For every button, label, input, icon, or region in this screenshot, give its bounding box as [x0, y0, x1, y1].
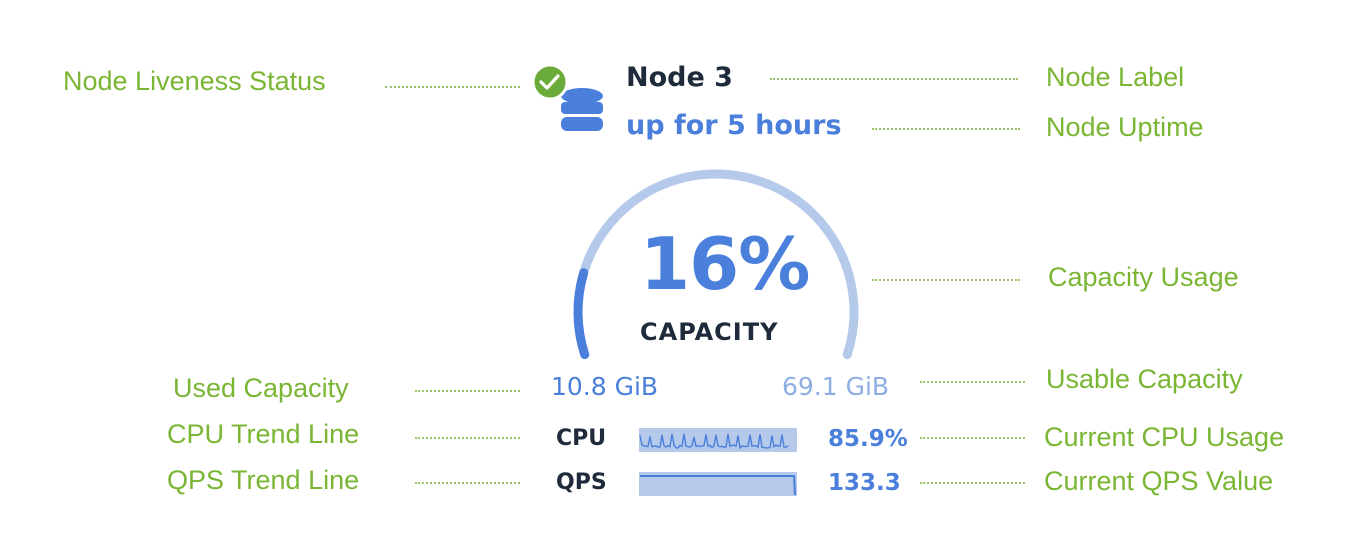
capacity-label: CAPACITY — [640, 318, 779, 346]
leader-line — [770, 78, 1018, 80]
qps-value: 133.3 — [828, 470, 901, 496]
annotation-liveness: Node Liveness Status — [63, 66, 326, 96]
leader-line — [920, 482, 1025, 484]
cpu-trend-line — [639, 433, 789, 450]
cpu-label: CPU — [556, 426, 607, 451]
annotation-qps-trend: QPS Trend Line — [167, 465, 360, 495]
check-circle-icon — [531, 63, 569, 101]
annotation-cpu-trend: CPU Trend Line — [167, 419, 360, 449]
qps-label: QPS — [556, 470, 607, 495]
annotation-node-label: Node Label — [1046, 62, 1185, 92]
qps-sparkline — [639, 472, 797, 496]
database-icon — [561, 88, 603, 131]
capacity-gauge — [573, 169, 859, 360]
node-uptime: up for 5 hours — [626, 110, 842, 141]
leader-line — [920, 437, 1025, 439]
leader-line — [385, 86, 520, 88]
annotation-capacity-usage: Capacity Usage — [1048, 262, 1239, 292]
node-label: Node 3 — [626, 62, 733, 93]
capacity-percent: 16% — [640, 222, 810, 306]
leader-line — [872, 128, 1020, 130]
annotation-cpu-current: Current CPU Usage — [1044, 422, 1285, 452]
leader-line — [415, 390, 520, 392]
usable-capacity: 69.1 GiB — [782, 372, 890, 401]
leader-line — [415, 482, 520, 484]
leader-line — [872, 279, 1020, 281]
used-capacity: 10.8 GiB — [551, 372, 659, 401]
node-icon-group — [531, 63, 603, 131]
annotation-used-capacity: Used Capacity — [173, 373, 349, 403]
cpu-sparkline — [639, 428, 797, 452]
annotation-qps-current: Current QPS Value — [1044, 466, 1274, 496]
leader-line — [920, 381, 1025, 383]
annotation-uptime: Node Uptime — [1046, 112, 1204, 142]
qps-trend-line — [640, 475, 796, 496]
annotation-usable-capacity: Usable Capacity — [1046, 364, 1243, 394]
gauge-used-arc — [573, 268, 590, 360]
cpu-value: 85.9% — [828, 426, 908, 452]
leader-line — [415, 437, 520, 439]
